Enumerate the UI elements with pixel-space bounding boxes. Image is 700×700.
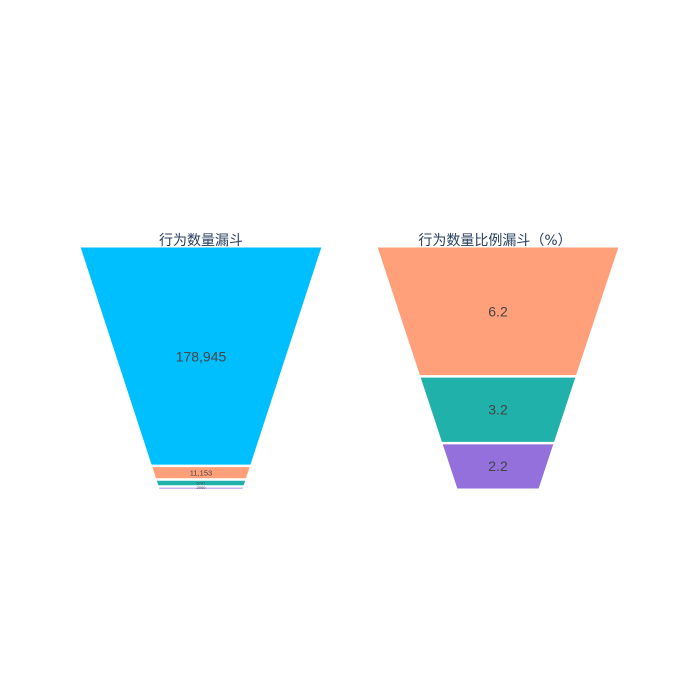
funnel-segment[interactable] <box>419 376 577 443</box>
funnel-segment[interactable] <box>441 443 555 490</box>
funnel-segment-label: 3.2 <box>488 402 508 418</box>
funnel-segment[interactable] <box>151 466 251 480</box>
funnel-segment[interactable] <box>157 486 245 490</box>
funnel-segment-label: 2000 <box>197 485 207 490</box>
funnel-segment-label: 2.2 <box>488 458 508 474</box>
left-funnel-title: 行为数量漏斗 <box>159 233 243 249</box>
funnel-segment-label: 178,945 <box>176 348 227 364</box>
funnel-segment[interactable] <box>79 246 323 466</box>
right-funnel-chart: 行为数量比例漏斗（%） 6.2 3.2 2.2 <box>376 233 620 490</box>
funnel-segment[interactable] <box>376 246 620 377</box>
right-funnel-title: 行为数量比例漏斗（%） <box>418 233 571 249</box>
funnel-segment[interactable] <box>155 479 247 487</box>
funnel-segment-label: 5767 <box>197 480 207 485</box>
funnel-segment-label: 11,153 <box>190 468 212 477</box>
right-funnel-segments: 6.2 3.2 2.2 <box>376 246 620 490</box>
funnel-segment-label: 6.2 <box>488 304 508 320</box>
